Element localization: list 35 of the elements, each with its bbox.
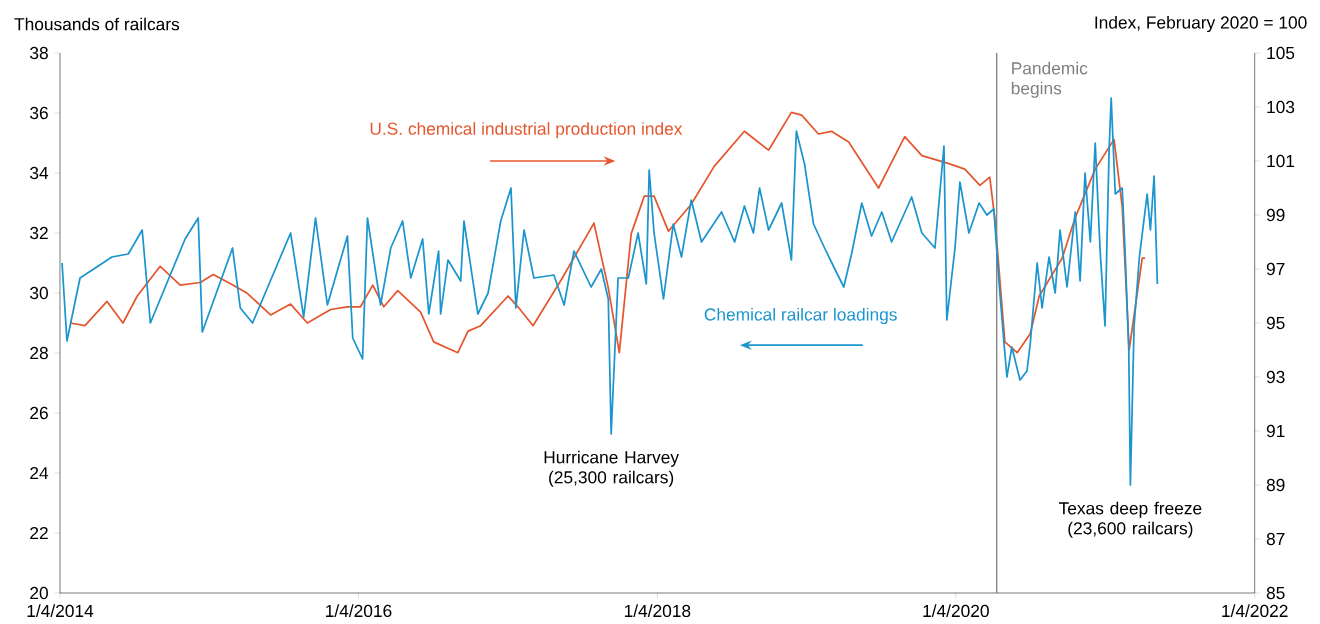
x-tick-label: 1/4/2020 — [923, 604, 989, 618]
y2-tick-label: 103 — [1267, 100, 1295, 114]
y2-tick-label: 97 — [1266, 262, 1285, 276]
x-tick-label: 1/4/2022 — [1222, 604, 1288, 618]
text: Chemical railcar loadings — [704, 307, 897, 325]
text: U.S. chemical industrial production index — [370, 122, 683, 139]
y-tick-label: 30 — [30, 286, 48, 300]
y-tick-label: 38 — [30, 46, 48, 60]
y-tick-label: 20 — [30, 586, 48, 600]
y2-tick-label: 93 — [1266, 370, 1285, 384]
line-series — [69, 111, 1146, 354]
y-tick-label: 28 — [30, 346, 48, 360]
x-tick-label: 1/4/2016 — [326, 604, 392, 618]
y2-tick-label: 95 — [1266, 316, 1285, 330]
y-tick-label: 36 — [30, 106, 48, 120]
line-series — [61, 97, 1159, 486]
y2-tick-label: 91 — [1266, 424, 1285, 438]
y2-tick-label: 105 — [1267, 46, 1295, 60]
y2-tick-label: 101 — [1267, 154, 1295, 168]
x-tick-label: 1/4/2018 — [624, 604, 691, 618]
y-tick-label: 32 — [30, 226, 48, 240]
y2-tick-label: 85 — [1266, 586, 1285, 600]
ref-line-label: Pandemic begins — [1011, 61, 1088, 98]
y-axis-title: Thousands of railcars — [14, 17, 180, 31]
y2-axis-title: Index, February 2020 = 100 — [1095, 15, 1307, 33]
x-tick-label: 1/4/2014 — [27, 604, 94, 618]
y-tick-label: 24 — [30, 466, 49, 480]
annotation: Texas deep freeze (23,600 railcars) — [1059, 501, 1202, 538]
y-tick-label: 26 — [30, 406, 48, 420]
y2-tick-label: 87 — [1266, 532, 1285, 546]
y2-tick-label: 89 — [1266, 478, 1285, 492]
annotation: Hurricane Harvey (25,300 railcars) — [544, 450, 679, 487]
y-tick-label: 22 — [30, 526, 48, 540]
y2-tick-label: 99 — [1266, 208, 1285, 222]
y-tick-label: 34 — [30, 166, 49, 180]
